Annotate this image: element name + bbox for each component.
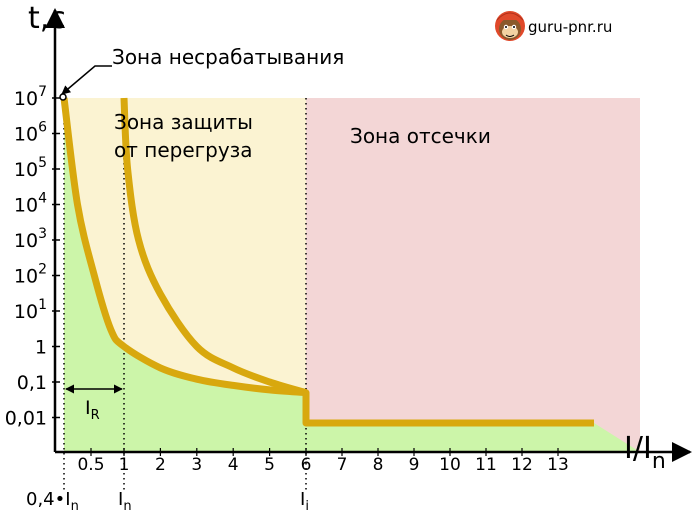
no-trip-pointer xyxy=(61,65,112,95)
monkey-mascot-icon xyxy=(495,11,525,41)
x-tick-label: 8 xyxy=(373,455,384,475)
y-tick-label: 0,01 xyxy=(5,408,47,430)
curve-start-dot xyxy=(59,93,67,101)
y-tick-label: 102 xyxy=(14,262,47,288)
y-tick-label: 105 xyxy=(14,155,47,181)
x-tick-label: 4 xyxy=(228,455,239,475)
x-tick-label: 1 xyxy=(119,455,130,475)
overload-zone-label-1: Зона защиты xyxy=(114,110,253,134)
y-tick-group: 107 106 105 104 103 102 101 1 0,1 0,01 xyxy=(5,84,60,430)
overload-zone-label-2: от перегруза xyxy=(114,138,253,162)
x-tick-label: 11 xyxy=(475,455,497,475)
x-tick-label: 6 xyxy=(301,455,312,475)
ir-range-label: IR xyxy=(85,397,100,423)
watermark: guru-pnr.ru xyxy=(495,11,612,41)
y-tick-label: 0,1 xyxy=(17,372,47,394)
x-tick-label: 13 xyxy=(547,455,569,475)
bottom-markers: 0,4•In In Ii xyxy=(26,489,309,512)
y-tick-label: 103 xyxy=(14,226,47,252)
marker-label: 0,4•In xyxy=(26,489,79,512)
y-tick-label: 1 xyxy=(35,337,47,359)
no-trip-zone-label: Зона несрабатывания xyxy=(112,45,344,69)
x-tick-label: 7 xyxy=(337,455,348,475)
marker-label: In xyxy=(118,489,132,512)
x-tick-label: 5 xyxy=(264,455,275,475)
cutoff-zone-label: Зона отсечки xyxy=(350,124,491,148)
x-tick-label: 2 xyxy=(155,455,166,475)
x-tick-label: 10 xyxy=(439,455,461,475)
x-axis-title-main: I/I xyxy=(624,431,652,466)
y-tick-label: 107 xyxy=(14,84,47,110)
x-axis-title: I/In xyxy=(624,431,666,474)
no-trip-zone xyxy=(64,98,640,452)
y-tick-label: 101 xyxy=(14,297,47,323)
watermark-text: guru-pnr.ru xyxy=(528,18,612,36)
x-tick-group: 0.5 1 2 3 4 5 6 7 8 9 10 11 12 13 xyxy=(77,448,569,475)
y-axis-title: t,c xyxy=(28,1,66,36)
cutoff-zone xyxy=(306,98,640,452)
x-axis-title-sub: n xyxy=(652,449,666,474)
min-trip-curve xyxy=(60,97,594,427)
y-tick-label: 104 xyxy=(14,191,47,217)
x-tick-label: 0.5 xyxy=(77,455,104,475)
x-tick-label: 9 xyxy=(409,455,420,475)
x-tick-label: 3 xyxy=(191,455,202,475)
max-trip-curve xyxy=(120,97,307,397)
y-tick-label: 106 xyxy=(14,120,47,146)
x-tick-label: 12 xyxy=(511,455,533,475)
marker-label: Ii xyxy=(300,489,309,512)
